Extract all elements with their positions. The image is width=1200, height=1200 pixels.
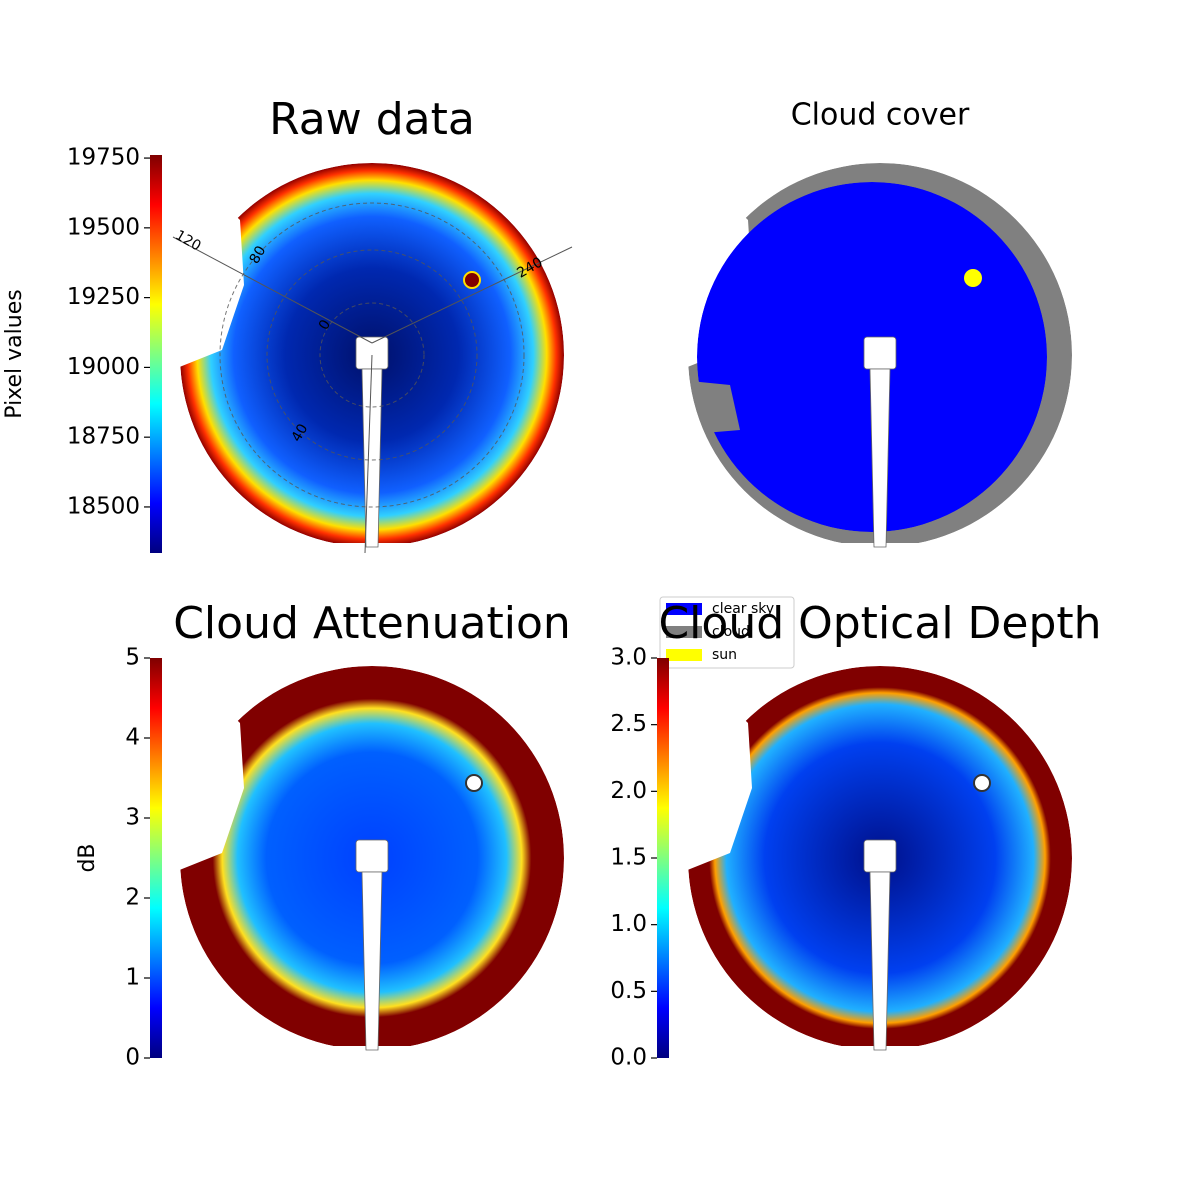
colorbar-tick-label: 19000 — [67, 354, 140, 380]
mast — [355, 839, 389, 873]
colorbar-tick-label: 18750 — [67, 424, 140, 450]
colorbar-tick-label: 18500 — [67, 493, 140, 519]
colorbar-tick-label: 3 — [125, 805, 140, 831]
polar-circle — [219, 202, 525, 508]
legend-label: sun — [712, 647, 737, 663]
mast — [869, 368, 891, 548]
mast — [361, 368, 383, 548]
legend-swatch — [666, 649, 702, 661]
legend-label: clear sky — [712, 601, 774, 617]
colorbar-tick-label: 1 — [125, 965, 140, 991]
legend-swatch — [666, 603, 702, 615]
sun-region — [964, 269, 982, 287]
colorbar-tick-label: 2.0 — [610, 778, 647, 804]
sun — [463, 271, 481, 289]
polar-axis — [371, 246, 573, 344]
colorbar-tick-label: 2.5 — [610, 711, 647, 737]
colorbar-tick-label: 19500 — [67, 214, 140, 240]
panel-title: Raw data — [269, 94, 475, 145]
panel-title: Cloud Attenuation — [173, 598, 571, 649]
sun — [465, 774, 483, 792]
polar-axis — [364, 354, 373, 554]
colorbar — [150, 155, 162, 553]
mast — [863, 839, 897, 873]
polar-circle — [319, 302, 425, 408]
panel-title: Cloud cover — [791, 98, 970, 133]
colorbar — [657, 658, 669, 1058]
colorbar-label: Pixel values — [2, 289, 27, 418]
polar-axis — [172, 236, 373, 344]
colorbar-tick-label: 3.0 — [610, 645, 647, 671]
colorbar-tick-label: 0.0 — [610, 1045, 647, 1071]
colorbar-tick-label: 2 — [125, 885, 140, 911]
colorbar-tick-label: 0 — [125, 1045, 140, 1071]
colorbar-tick-label: 1.0 — [610, 911, 647, 937]
colorbar-tick-label: 19750 — [67, 145, 140, 171]
legend-swatch — [666, 626, 702, 638]
colorbar-tick-label: 0.5 — [610, 978, 647, 1004]
colorbar-tick-label: 19250 — [67, 284, 140, 310]
mast — [863, 336, 897, 370]
mast — [361, 871, 383, 1051]
colorbar — [150, 658, 162, 1058]
sun — [973, 774, 991, 792]
panel-title: Cloud Optical Depth — [658, 598, 1101, 649]
colorbar-tick-label: 1.5 — [610, 845, 647, 871]
polar-label: 40 — [289, 421, 312, 444]
mast — [869, 871, 891, 1051]
polar-circle — [266, 249, 478, 461]
colorbar-tick-label: 5 — [125, 645, 140, 671]
legend-label: cloud — [712, 624, 750, 640]
polar-label: 80 — [247, 243, 270, 266]
colorbar-tick-label: 4 — [125, 725, 140, 751]
colorbar-label: dB — [75, 843, 100, 872]
